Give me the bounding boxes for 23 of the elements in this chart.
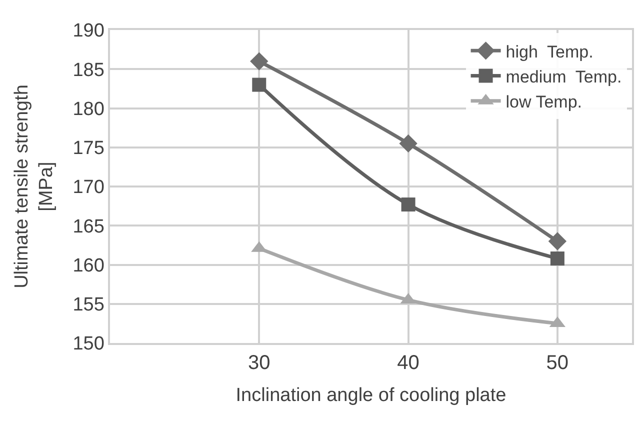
point [548,232,567,250]
point [252,78,266,92]
legend-label: high Temp. [506,42,594,62]
y-axis-title: Ultimate tensile strength [MPa] [11,84,58,288]
y-tick-label: 190 [72,20,104,42]
point [250,52,268,70]
y-tick-label: 160 [72,255,104,276]
point [550,251,564,266]
x-tick-label: 50 [546,352,569,374]
x-tick-label: 30 [248,352,270,374]
x-tick-label: 40 [397,352,420,374]
legend-label: low Temp. [506,92,582,112]
point [399,134,418,153]
y-tick-label: 180 [72,98,104,120]
y-tick-label: 150 [72,334,104,355]
point [401,198,416,212]
y-tick-label: 165 [72,216,104,238]
y-tick-label: 185 [72,60,104,81]
y-tick-label: 155 [72,294,104,316]
legend-label: medium Temp. [506,67,622,86]
y-tick-label: 170 [72,177,104,198]
y-tick-label: 175 [72,138,104,160]
x-axis-title: Inclination angle of cooling plate [236,385,506,406]
